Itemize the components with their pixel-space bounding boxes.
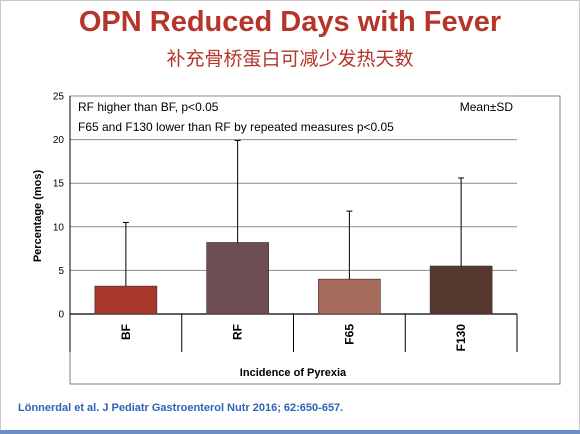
annotation-rf-vs-bf: RF higher than BF, p<0.05 [78,100,219,114]
error-bars [122,139,465,287]
x-axis-categories: BF RF F65 F130 [69,314,518,352]
y-tick-label: 10 [53,222,65,233]
y-tick-label: 20 [53,135,65,146]
bar-f65 [318,278,381,315]
citation: Lönnerdal et al. J Pediatr Gastroenterol… [18,402,344,414]
bars [94,242,493,315]
bar-f130 [429,265,493,315]
x-axis-title: Incidence of Pyrexia [240,367,347,379]
y-axis-ticks: 0 5 10 15 20 25 [53,92,65,321]
plot-area-frame [69,95,561,385]
slide-title: OPN Reduced Days with Fever [78,6,502,38]
x-category-label: BF [119,324,133,340]
y-tick-label: 15 [53,179,65,190]
bar-rf [206,242,269,315]
bottom-rule [0,430,580,434]
y-tick-label: 0 [58,310,64,321]
y-tick-label: 5 [58,266,64,277]
x-category-label: F130 [454,324,468,352]
annotation-f65-f130-vs-rf: F65 and F130 lower than RF by repeated m… [78,120,394,134]
y-tick-label: 25 [53,92,65,103]
slide-subtitle: 补充骨桥蛋白可减少发热天数 [166,48,414,70]
x-category-label: RF [231,324,245,340]
bar-bf [94,285,158,315]
bar-chart: 0 5 10 15 20 25 BF RF F65 F130 RF higher than BF… [32,92,561,385]
y-axis-title: Percentage (mos) [32,170,44,263]
mean-sd-note: Mean±SD [460,100,514,114]
x-category-label: F65 [342,324,356,345]
